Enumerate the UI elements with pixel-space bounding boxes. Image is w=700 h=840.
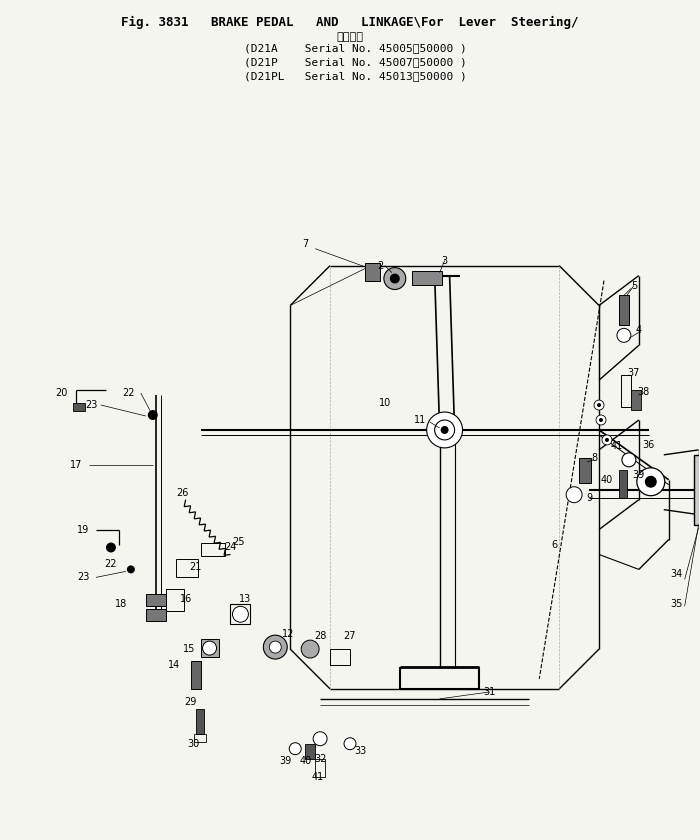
Bar: [195, 709, 204, 734]
Bar: [621, 375, 631, 407]
Text: 5: 5: [631, 281, 637, 291]
Text: (D21A    Serial No. 45005～50000 ): (D21A Serial No. 45005～50000 ): [244, 44, 466, 54]
Text: Fig. 3831   BRAKE PEDAL   AND   LINKAGE\For  Lever  Steering/: Fig. 3831 BRAKE PEDAL AND LINKAGE\For Le…: [121, 16, 579, 29]
Text: 29: 29: [184, 697, 197, 707]
Circle shape: [566, 486, 582, 502]
Text: 40: 40: [601, 475, 613, 485]
Bar: [619, 296, 629, 325]
Circle shape: [384, 268, 406, 290]
Text: 7: 7: [302, 239, 308, 249]
Bar: [230, 604, 251, 624]
Circle shape: [596, 415, 606, 425]
Text: 26: 26: [176, 488, 189, 498]
Bar: [194, 734, 206, 742]
Bar: [315, 759, 325, 776]
Circle shape: [106, 543, 116, 553]
Text: 22: 22: [105, 559, 117, 570]
Text: 38: 38: [638, 387, 650, 397]
Text: 17: 17: [70, 459, 83, 470]
Text: 4: 4: [636, 325, 642, 335]
Circle shape: [605, 438, 609, 442]
Text: 19: 19: [77, 524, 89, 534]
Text: 18: 18: [115, 599, 127, 609]
Bar: [190, 661, 201, 689]
Text: 23: 23: [77, 572, 90, 582]
Text: 41: 41: [312, 772, 324, 781]
Circle shape: [148, 410, 158, 420]
Circle shape: [440, 426, 449, 434]
Text: 35: 35: [671, 599, 683, 609]
Circle shape: [599, 418, 603, 422]
Text: (D21P    Serial No. 45007～50000 ): (D21P Serial No. 45007～50000 ): [244, 57, 466, 67]
Bar: [201, 543, 225, 556]
Circle shape: [427, 412, 463, 448]
Circle shape: [313, 732, 327, 746]
Bar: [176, 559, 197, 577]
Text: 30: 30: [188, 738, 200, 748]
Text: 21: 21: [190, 563, 202, 572]
Circle shape: [594, 400, 604, 410]
Circle shape: [390, 274, 400, 284]
Circle shape: [232, 606, 248, 622]
Bar: [146, 609, 166, 622]
Bar: [166, 590, 183, 612]
Circle shape: [622, 453, 636, 467]
Text: 2: 2: [377, 260, 383, 270]
Text: 12: 12: [282, 629, 295, 639]
Text: 37: 37: [628, 368, 640, 378]
Circle shape: [617, 328, 631, 343]
Text: 13: 13: [239, 594, 251, 604]
Bar: [412, 270, 442, 285]
Text: 15: 15: [183, 644, 195, 654]
Text: 34: 34: [671, 570, 682, 580]
Bar: [305, 743, 315, 759]
Circle shape: [597, 403, 601, 407]
Text: 14: 14: [167, 660, 180, 670]
Text: 25: 25: [232, 537, 245, 547]
Circle shape: [270, 641, 281, 653]
Bar: [631, 390, 640, 410]
Text: 10: 10: [379, 398, 391, 408]
Circle shape: [602, 435, 612, 445]
Text: (D21PL   Serial No. 45013～50000 ): (D21PL Serial No. 45013～50000 ): [244, 71, 466, 81]
Text: 22: 22: [122, 388, 135, 398]
Text: 16: 16: [179, 594, 192, 604]
Circle shape: [289, 743, 301, 754]
Text: 41: 41: [611, 441, 623, 451]
Text: 33: 33: [354, 746, 366, 756]
Bar: [579, 458, 591, 483]
Text: 27: 27: [344, 631, 356, 641]
Text: 28: 28: [314, 631, 326, 641]
Text: 39: 39: [279, 756, 291, 765]
Bar: [146, 595, 166, 606]
Circle shape: [301, 640, 319, 658]
Circle shape: [263, 635, 287, 659]
Text: 20: 20: [55, 388, 67, 398]
Bar: [365, 263, 380, 281]
Circle shape: [344, 738, 356, 749]
Text: 31: 31: [483, 687, 496, 697]
Text: 24: 24: [224, 543, 237, 553]
Text: 6: 6: [551, 539, 557, 549]
Text: 適用号機: 適用号機: [337, 32, 363, 41]
Text: 3: 3: [442, 255, 448, 265]
Text: 23: 23: [85, 400, 97, 410]
Text: 36: 36: [643, 440, 655, 450]
Bar: [619, 470, 627, 497]
Bar: [73, 403, 85, 411]
Bar: [201, 639, 218, 657]
Bar: [330, 649, 350, 665]
Text: 9: 9: [586, 493, 592, 502]
Text: 11: 11: [414, 415, 426, 425]
Text: 8: 8: [591, 453, 597, 463]
Bar: [694, 455, 700, 525]
Circle shape: [645, 475, 657, 488]
Circle shape: [637, 468, 665, 496]
Circle shape: [127, 565, 135, 574]
Text: 39: 39: [633, 470, 645, 480]
Text: 40: 40: [300, 756, 312, 765]
Circle shape: [202, 641, 216, 655]
Text: 32: 32: [314, 753, 326, 764]
